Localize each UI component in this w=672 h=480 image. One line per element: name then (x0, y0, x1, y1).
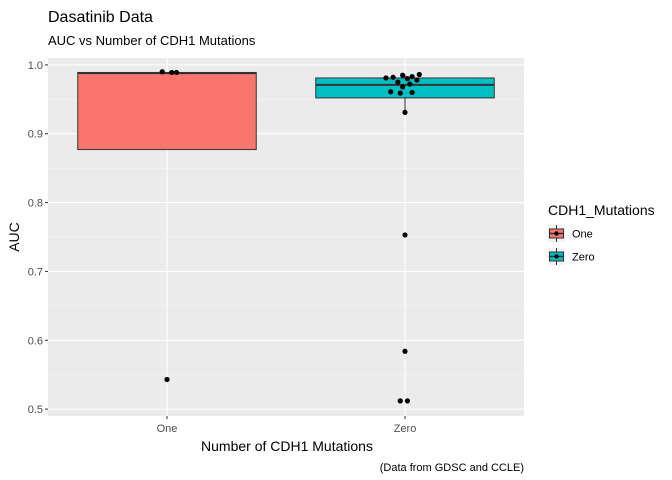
data-point (173, 69, 180, 76)
data-point (383, 75, 389, 81)
data-points (159, 69, 422, 404)
chart-title: Dasatinib Data (48, 9, 153, 26)
data-point (409, 89, 415, 96)
x-tick-label: Zero (394, 423, 417, 435)
data-point (404, 398, 410, 404)
y-axis-title: AUC (6, 222, 22, 252)
y-tick-label: 0.6 (28, 335, 43, 347)
legend-key-point (554, 231, 559, 236)
data-point (416, 71, 422, 78)
data-point (169, 69, 175, 76)
legend: CDH1_Mutations One Zero (548, 202, 655, 265)
legend-items: One Zero (548, 225, 595, 265)
legend-label-one: One (572, 229, 593, 241)
data-point (402, 348, 408, 354)
y-axis-ticks: 0.5 0.6 0.7 0.8 0.9 1.0 (28, 60, 48, 416)
data-point (402, 232, 408, 238)
data-point (404, 76, 410, 82)
chart-caption: (Data from GDSC and CCLE) (380, 462, 524, 474)
legend-title: CDH1_Mutations (548, 202, 655, 218)
legend-key-point (554, 254, 559, 259)
grid-major (48, 58, 524, 416)
data-point (402, 109, 408, 115)
data-point (400, 72, 406, 78)
x-axis-title: Number of CDH1 Mutations (201, 438, 373, 454)
data-point (397, 90, 403, 96)
y-tick-label: 0.8 (28, 198, 43, 210)
data-point (388, 89, 394, 95)
data-point (390, 74, 396, 80)
data-point (395, 79, 401, 85)
y-tick-label: 0.7 (28, 266, 43, 278)
data-point (409, 73, 415, 80)
data-point (159, 69, 165, 75)
x-axis-ticks: One Zero (157, 416, 417, 435)
data-point (164, 376, 170, 383)
data-point (407, 81, 413, 87)
boxes (77, 71, 495, 151)
y-tick-label: 0.5 (28, 404, 43, 416)
x-tick-label: One (157, 423, 178, 435)
y-tick-label: 1.0 (28, 60, 43, 72)
chart-subtitle: AUC vs Number of CDH1 Mutations (48, 33, 256, 48)
box-one (77, 71, 257, 151)
data-point (397, 398, 403, 404)
data-point (414, 77, 420, 83)
grid-minor (48, 99, 524, 375)
y-tick-label: 0.9 (28, 129, 43, 141)
data-point (400, 84, 406, 90)
legend-label-zero: Zero (572, 252, 595, 264)
